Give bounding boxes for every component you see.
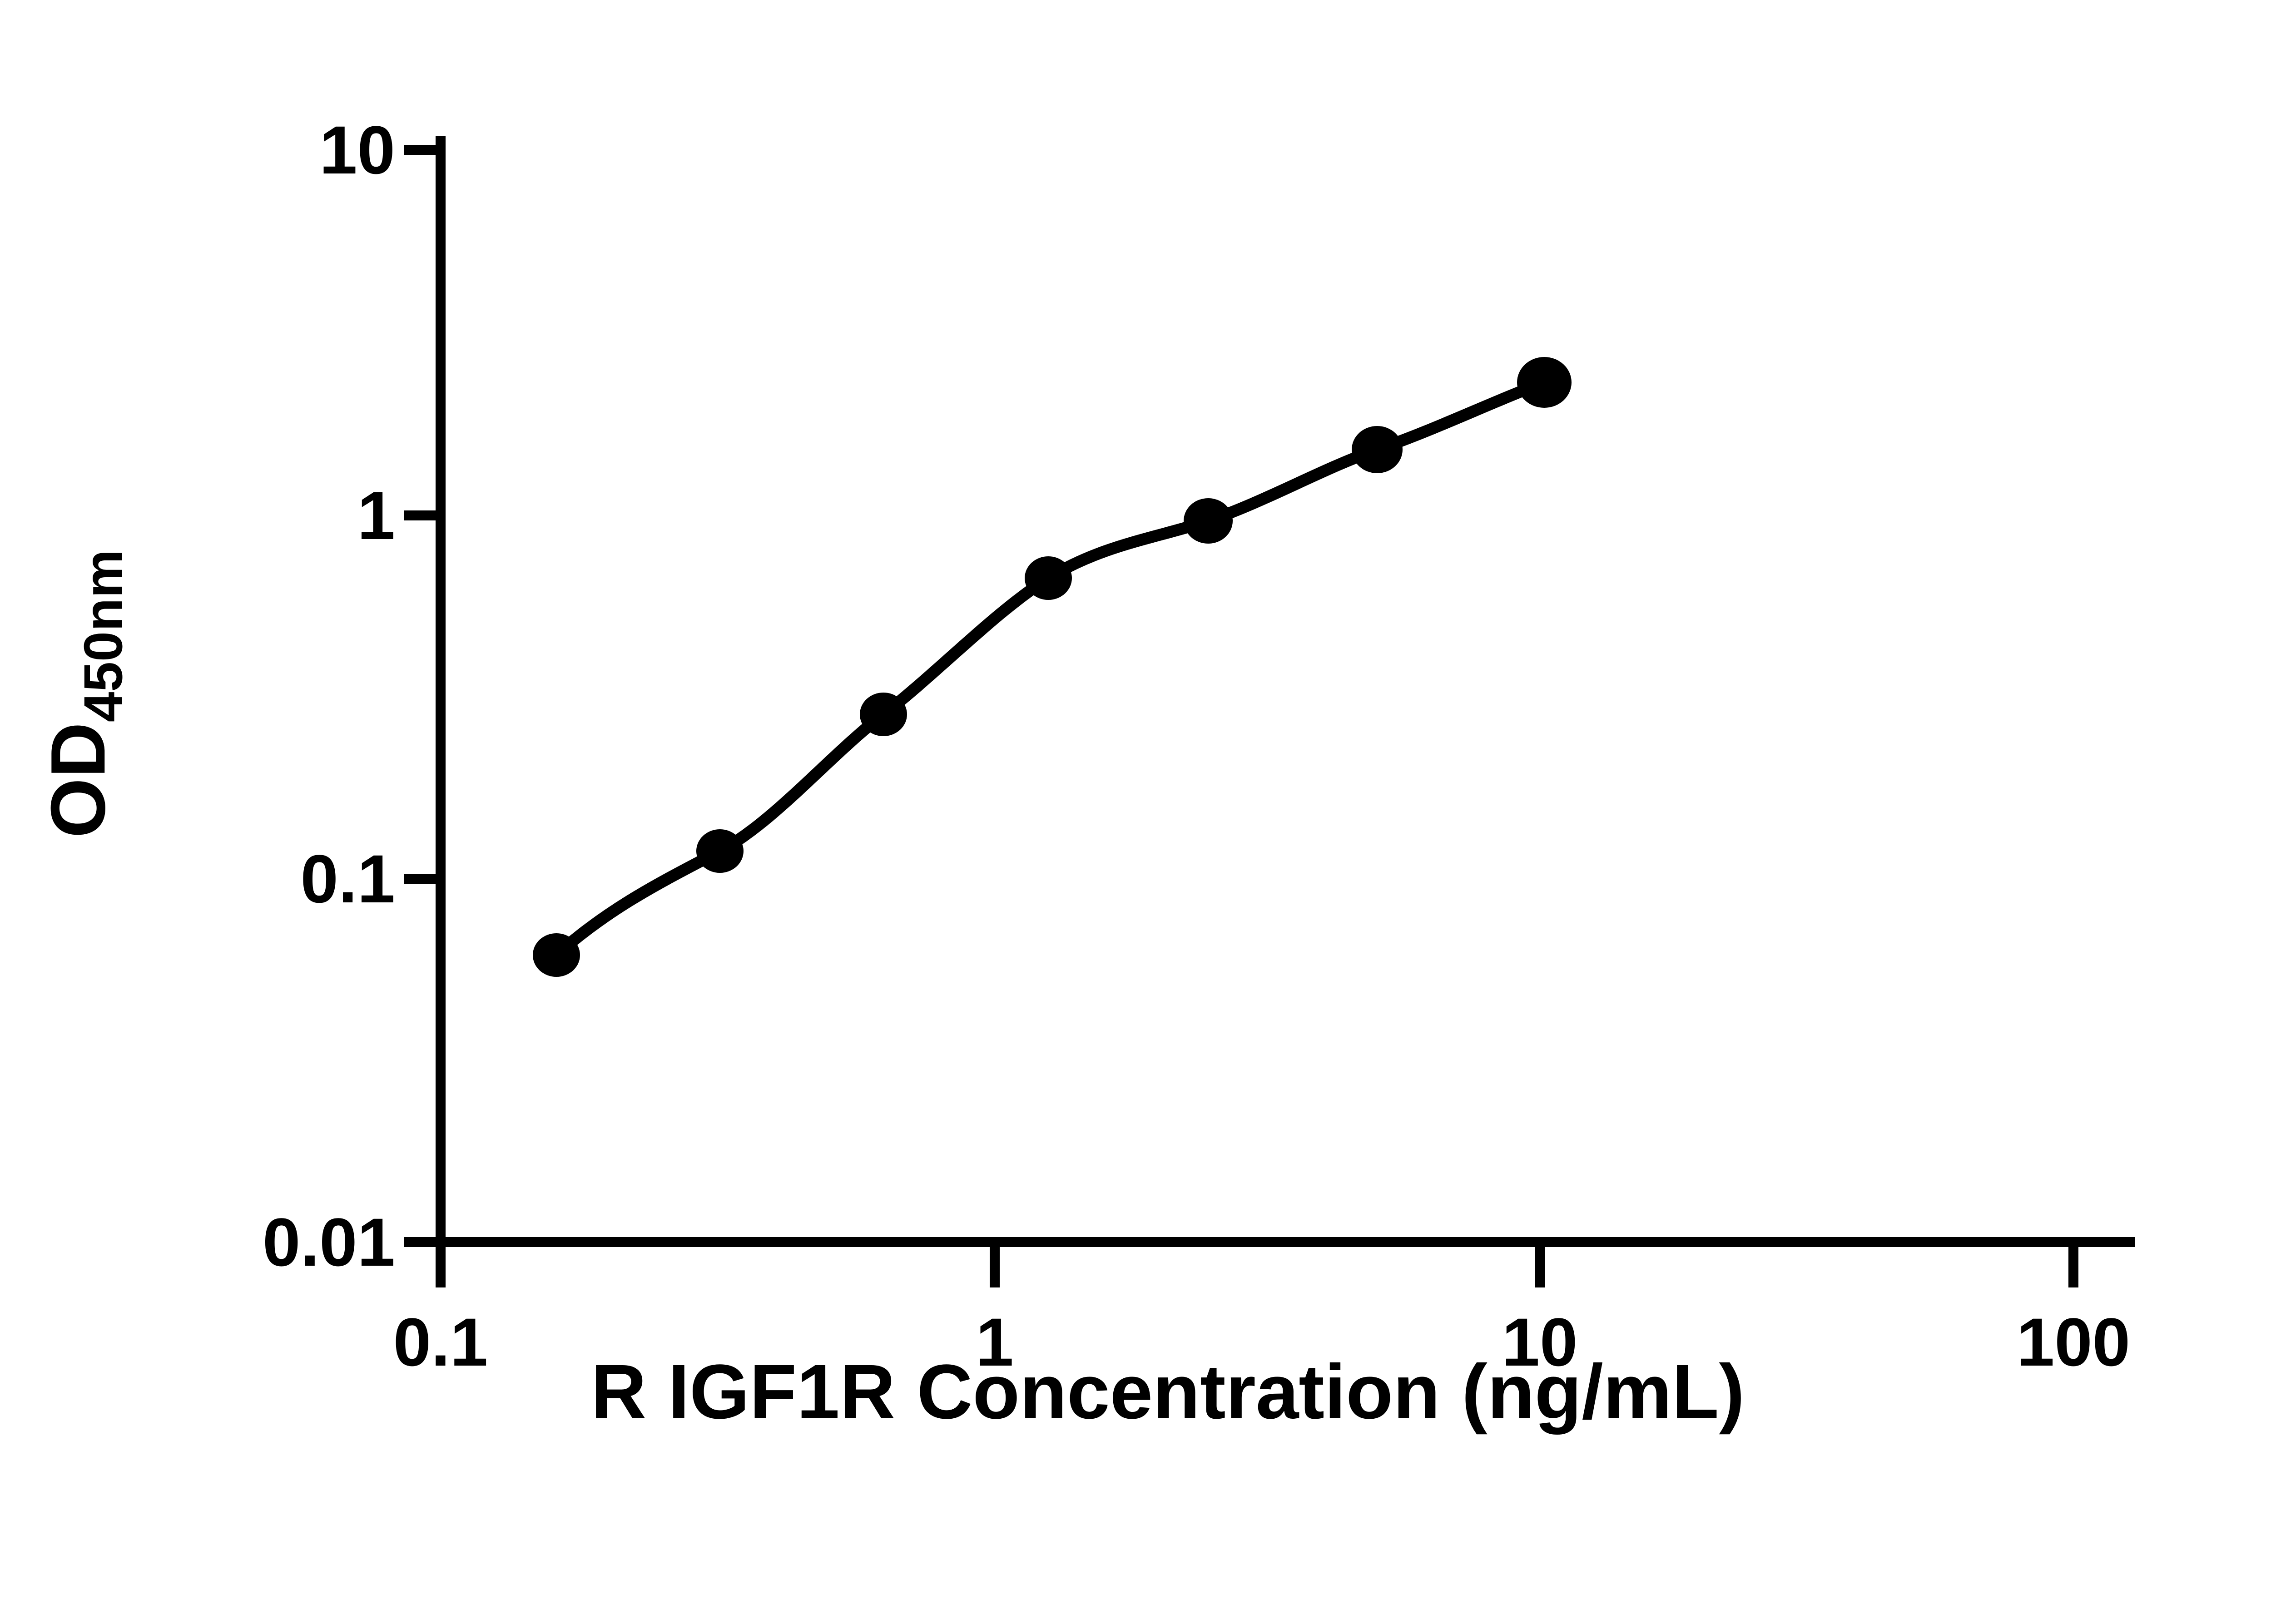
data-point bbox=[1025, 556, 1072, 600]
x-tick-label-0-1: 0.1 bbox=[393, 1304, 488, 1380]
data-point bbox=[1517, 357, 1572, 408]
data-point-group bbox=[533, 357, 1572, 977]
y-axis-title-main: OD bbox=[35, 722, 122, 838]
y-tick-label-1: 1 bbox=[357, 477, 395, 554]
x-axis-title: R IGF1R Concentration (ng/mL) bbox=[590, 1349, 1745, 1435]
x-tick-label-100: 100 bbox=[2016, 1304, 2131, 1380]
y-axis-title-subscript: 450nm bbox=[73, 550, 134, 723]
data-point bbox=[1352, 426, 1403, 473]
fit-curve bbox=[550, 376, 1550, 961]
y-axis-title: OD450nm bbox=[33, 104, 149, 1284]
y-tick-label-0-1: 0.1 bbox=[300, 841, 395, 917]
y-tick-label-0-01: 0.01 bbox=[263, 1204, 395, 1280]
data-point bbox=[696, 829, 744, 873]
data-point bbox=[860, 693, 907, 736]
x-tick-label-1: 1 bbox=[976, 1304, 1014, 1380]
x-tick-label-10: 10 bbox=[1502, 1304, 1578, 1380]
y-tick-label-10: 10 bbox=[319, 112, 395, 188]
data-point bbox=[1184, 498, 1233, 544]
data-point bbox=[533, 933, 580, 977]
